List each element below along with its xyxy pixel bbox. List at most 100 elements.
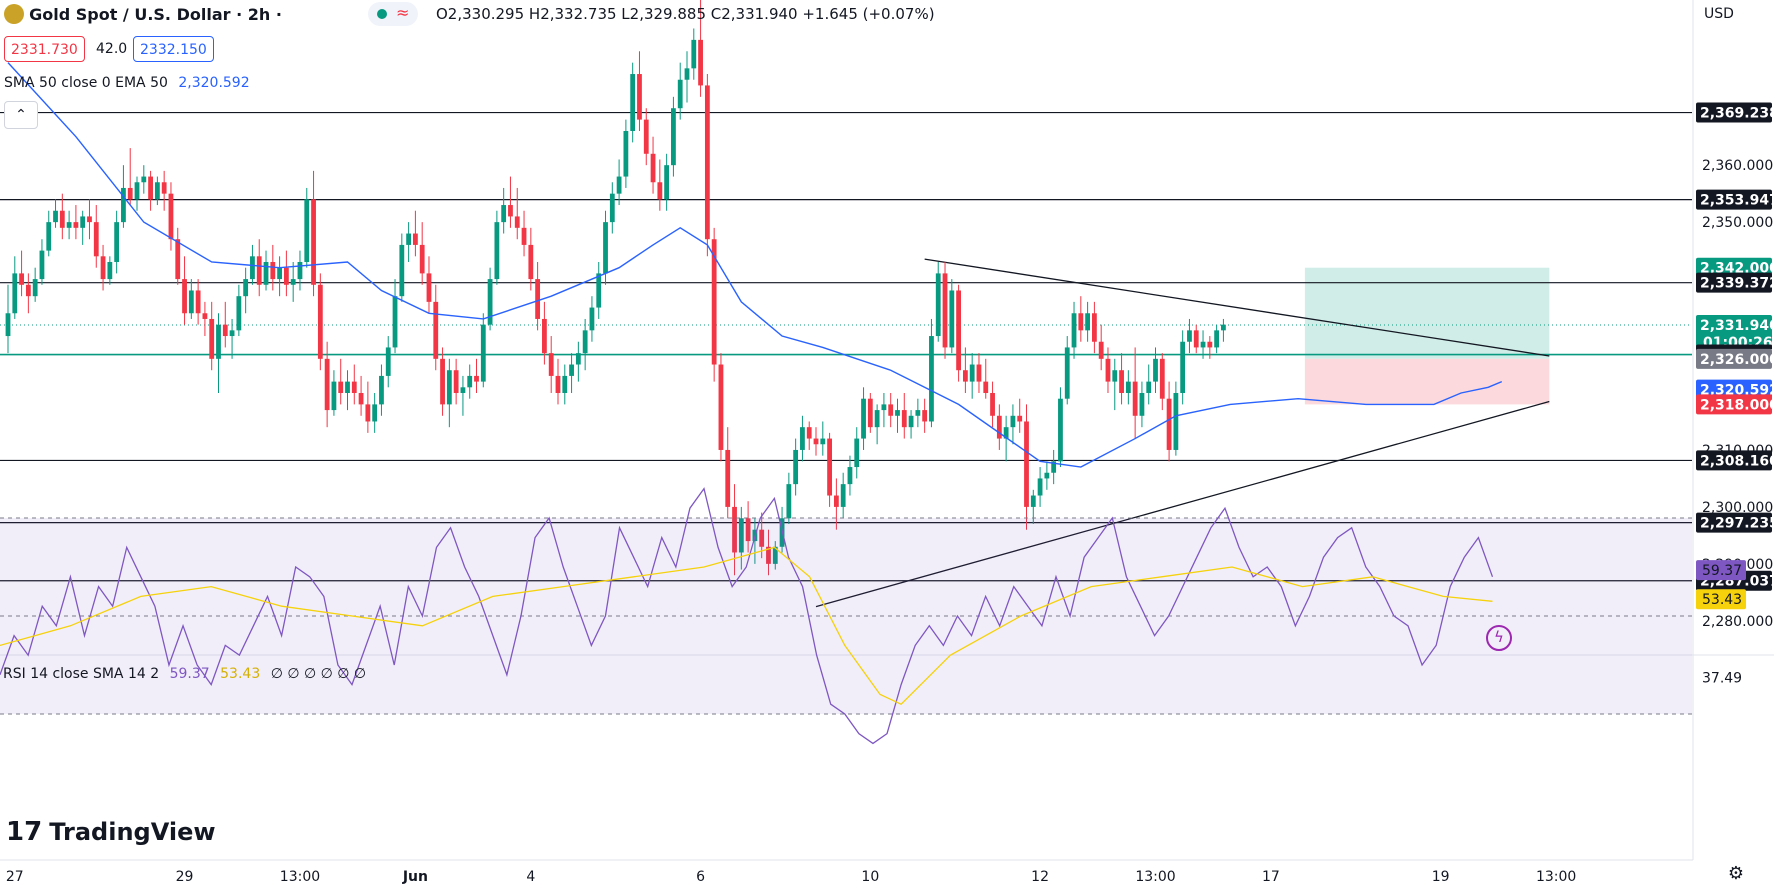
candle-body (161, 182, 167, 194)
bid-price-button[interactable]: 2331.730 (4, 36, 85, 62)
lightning-icon[interactable]: ϟ (1486, 625, 1512, 651)
candle-body (956, 290, 961, 371)
price-axis-tag-text: 2,353.947 (1700, 193, 1774, 209)
currency-selector[interactable]: USD (1704, 6, 1734, 22)
rsi-extra-values: ∅ ∅ ∅ ∅ ∅ ∅ (270, 666, 367, 682)
candle-body (861, 398, 866, 439)
candle-body (32, 279, 38, 297)
candle-body (976, 364, 982, 382)
x-tick-label: 6 (696, 869, 705, 885)
candle-body (589, 307, 595, 331)
collapse-legend-button[interactable]: ⌃ (4, 101, 38, 129)
candle-body (514, 216, 520, 228)
candle-body (480, 324, 486, 382)
price-axis-tag (1696, 314, 1772, 351)
x-tick-label: 29 (176, 869, 194, 885)
candle-body (324, 358, 330, 411)
stop-zone (1304, 358, 1550, 405)
candle-body (406, 233, 412, 245)
candle-body (1173, 393, 1179, 450)
candle-body (487, 279, 493, 325)
rsi-axis-tag (1696, 560, 1746, 581)
price-axis-tag (1696, 348, 1772, 369)
candle-body (1044, 472, 1050, 479)
candle-body (1058, 398, 1063, 462)
candle-body (555, 375, 561, 393)
candle-body (623, 131, 629, 177)
candle-body (908, 415, 914, 428)
candle-body (1132, 381, 1138, 416)
candle-body (209, 318, 215, 359)
candle-body (270, 262, 276, 280)
candle-body (188, 290, 194, 314)
candle-body (575, 353, 581, 365)
symbol-title: Gold Spot / U.S. Dollar · 2h · (29, 5, 282, 24)
candle-body (827, 438, 832, 496)
rsi-axis-tag (1696, 589, 1746, 610)
symbol-header[interactable]: Gold Spot / U.S. Dollar · 2h · (4, 4, 282, 24)
candle-body (12, 273, 18, 314)
rsi-line (0, 487, 1494, 745)
price-axis-tag (1696, 272, 1772, 293)
candle-body (895, 410, 900, 416)
candle-body (1010, 415, 1016, 428)
candle-body (596, 273, 602, 308)
candle-body (426, 273, 432, 302)
candle-body (277, 267, 282, 280)
gold-logo-icon (4, 4, 24, 24)
candle-body (1017, 415, 1023, 422)
candle-body (263, 262, 269, 285)
candle-body (474, 375, 479, 382)
candle-body (759, 529, 765, 547)
x-tick-label: Jun (402, 869, 428, 885)
candle-body (772, 546, 778, 564)
rsi-axis-tag-text: 37.49 (1702, 670, 1742, 686)
candle-body (1180, 341, 1186, 393)
candle-body (1037, 478, 1043, 496)
candle-body (1221, 324, 1226, 331)
ohlc-values: O2,330.295 H2,332.735 L2,329.885 C2,331.… (436, 5, 935, 23)
candle-body (542, 318, 547, 354)
status-toggle[interactable]: ≈ (368, 2, 418, 26)
x-tick-label: 19 (1432, 869, 1450, 885)
candle-body (1119, 370, 1124, 393)
candle-body (725, 449, 731, 507)
candle-body (331, 381, 337, 411)
candle-body (603, 222, 608, 274)
candle-body (1146, 381, 1152, 393)
candle-body (650, 153, 656, 183)
candle-body (385, 347, 391, 376)
candle-body (657, 182, 663, 200)
candle-body (616, 176, 622, 194)
candle-body (53, 210, 58, 223)
wave-icon: ≈ (396, 3, 410, 22)
candle-body (881, 404, 887, 411)
rsi-legend[interactable]: RSI 14 close SMA 14 2 59.37 53.43 ∅ ∅ ∅ … (3, 666, 366, 682)
candle-body (1207, 341, 1213, 348)
candle-body (711, 239, 717, 365)
rsi-axis-tag-text: 53.43 (1702, 592, 1742, 608)
gear-icon[interactable]: ⚙ (1727, 863, 1745, 884)
price-axis-tag-text: 2,308.160 (1700, 453, 1774, 469)
candle-body (806, 427, 812, 439)
ask-price-button[interactable]: 2332.150 (133, 36, 214, 62)
candle-body (446, 370, 452, 405)
candle-body (745, 518, 751, 542)
candle-body (372, 404, 378, 422)
candle-body (127, 187, 133, 200)
candle-body (379, 375, 384, 405)
candle-body (19, 273, 24, 285)
rsi-axis-tag-text: 59.37 (1702, 563, 1742, 579)
candle-body (433, 301, 439, 359)
candle-body (80, 216, 86, 228)
rsi-sma-line (0, 546, 1493, 705)
indicator-legend[interactable]: SMA 50 close 0 EMA 50 2,320.592 (4, 75, 250, 91)
price-axis-tag (1696, 189, 1772, 210)
rsi-sma-value: 53.43 (220, 666, 261, 682)
candle-body (569, 364, 574, 376)
candle-body (867, 398, 873, 428)
tradingview-logo[interactable]: 17 TradingView (6, 817, 216, 849)
candle-body (915, 410, 921, 416)
candle-body (562, 375, 568, 393)
